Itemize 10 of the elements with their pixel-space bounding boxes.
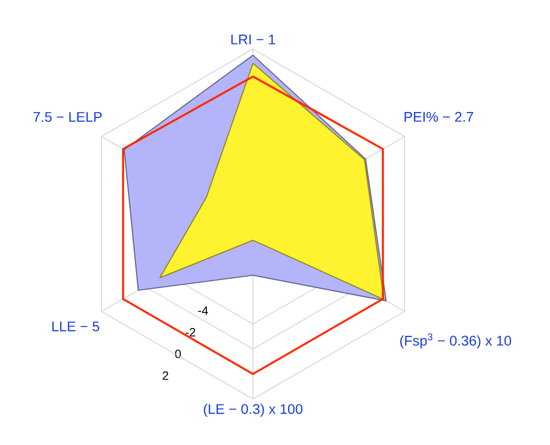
spoke-label: LLE − 5 — [52, 322, 100, 332]
spoke-label: LRI − 1 — [231, 34, 276, 44]
y-tick-label: 0 — [175, 350, 181, 358]
y-tick-label: 2 — [162, 371, 168, 380]
spoke-label: 7.5 − LELP — [34, 112, 102, 122]
spoke-label: PEI% − 2.7 — [404, 112, 474, 122]
spoke-label: (Fsp$^{3}$ − 0.36) x 10 — [400, 333, 512, 348]
y-tick-label: -4 — [198, 306, 208, 315]
spoke-label: (LE − 0.3) x 100 — [204, 404, 302, 417]
y-tick-label: -2 — [186, 328, 196, 336]
